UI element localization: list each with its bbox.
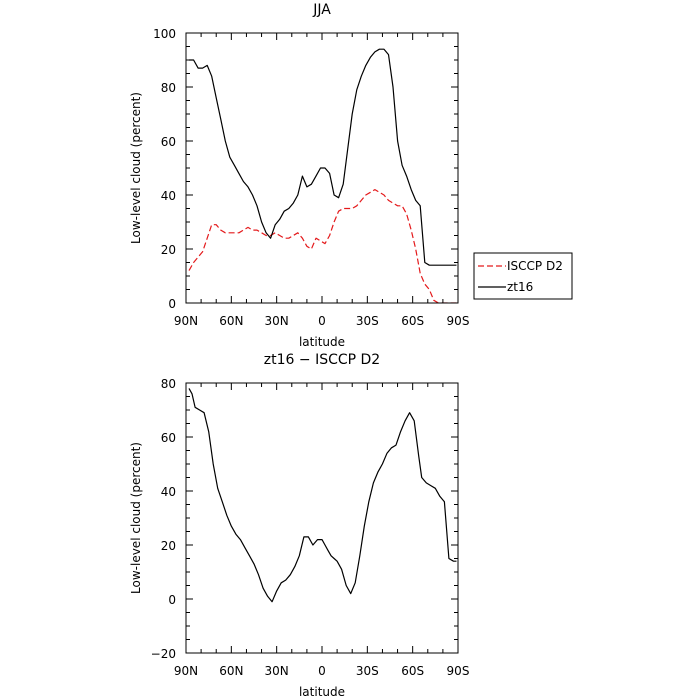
x-tick-label: 30S bbox=[356, 664, 379, 678]
y-tick-label: 20 bbox=[161, 243, 176, 257]
x-tick-label: 30S bbox=[356, 314, 379, 328]
series-line-zt16 bbox=[189, 48, 457, 266]
y-tick-label: 60 bbox=[161, 135, 176, 149]
y-axis-label: Low-level cloud (percent) bbox=[129, 92, 143, 244]
x-tick-label: 90S bbox=[447, 664, 470, 678]
y-tick-label: 0 bbox=[168, 593, 176, 607]
x-tick-label: 60N bbox=[219, 314, 243, 328]
x-tick-label: 30N bbox=[265, 314, 289, 328]
x-axis-label: latitude bbox=[299, 335, 345, 349]
y-tick-label: 20 bbox=[161, 539, 176, 553]
y-tick-label: 80 bbox=[161, 377, 176, 391]
x-tick-label: 0 bbox=[318, 664, 326, 678]
x-tick-label: 90N bbox=[174, 314, 198, 328]
x-tick-label: 30N bbox=[265, 664, 289, 678]
y-tick-label: 40 bbox=[161, 485, 176, 499]
legend: ISCCP D2 zt16 bbox=[473, 252, 573, 300]
legend-label: ISCCP D2 bbox=[507, 259, 563, 273]
legend-box bbox=[473, 252, 573, 300]
y-tick-label: −20 bbox=[151, 647, 176, 661]
y-axis-label: Low-level cloud (percent) bbox=[129, 442, 143, 594]
plot-frame bbox=[185, 382, 459, 654]
x-tick-label: 60N bbox=[219, 664, 243, 678]
series-line-difference bbox=[188, 388, 457, 603]
x-tick-label: 90S bbox=[447, 314, 470, 328]
x-tick-label: 60S bbox=[401, 664, 424, 678]
y-tick-label: 40 bbox=[161, 189, 176, 203]
y-tick-label: 100 bbox=[153, 27, 176, 41]
y-tick-label: 80 bbox=[161, 81, 176, 95]
y-tick-label: 0 bbox=[168, 297, 176, 311]
chart-title: zt16 − ISCCP D2 bbox=[264, 352, 380, 368]
y-tick-label: 60 bbox=[161, 431, 176, 445]
x-tick-label: 0 bbox=[318, 314, 326, 328]
x-tick-label: 90N bbox=[174, 664, 198, 678]
series-line-isccp-d2 bbox=[188, 189, 457, 303]
chart-title: JJA bbox=[312, 2, 331, 18]
legend-label: zt16 bbox=[507, 280, 533, 294]
x-axis-label: latitude bbox=[299, 685, 345, 699]
x-tick-label: 60S bbox=[401, 314, 424, 328]
